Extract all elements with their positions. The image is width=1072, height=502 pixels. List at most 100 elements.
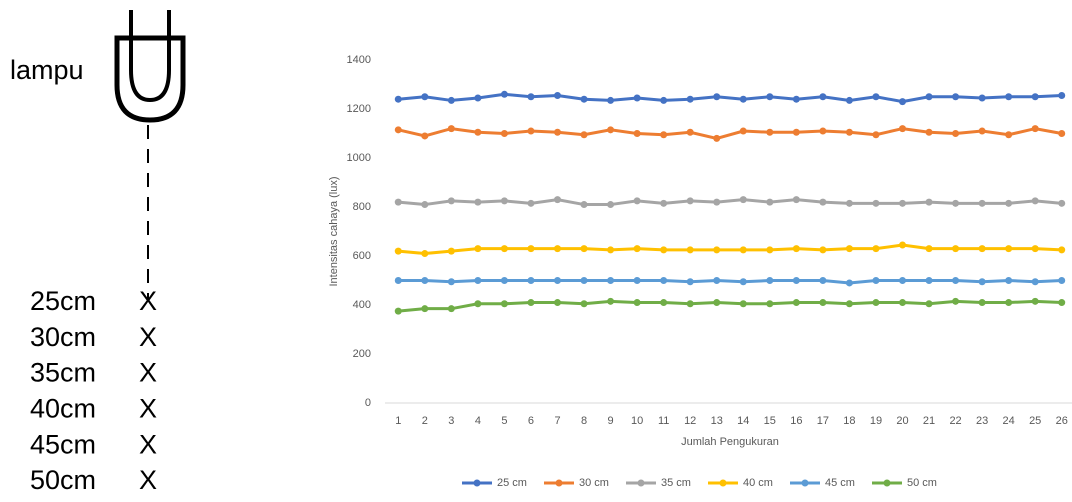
point <box>474 245 481 252</box>
point <box>395 96 402 103</box>
series-line <box>398 94 1061 101</box>
series-line <box>398 281 1061 283</box>
point <box>766 199 773 206</box>
point <box>846 245 853 252</box>
point <box>793 196 800 203</box>
point <box>501 130 508 137</box>
point <box>395 277 402 284</box>
distance-marker: X <box>139 358 157 388</box>
distance-marker: X <box>139 394 157 424</box>
point <box>1032 197 1039 204</box>
point <box>819 299 826 306</box>
x-tick-label: 22 <box>949 415 961 427</box>
point <box>501 300 508 307</box>
x-tick-label: 10 <box>631 415 643 427</box>
point <box>554 245 561 252</box>
point <box>899 299 906 306</box>
lamp-diagram: lampu <box>10 10 183 300</box>
point <box>819 199 826 206</box>
series-line <box>398 301 1061 311</box>
point <box>979 245 986 252</box>
point <box>793 96 800 103</box>
y-axis-title: Intensitas cahaya (lux) <box>328 176 340 286</box>
point <box>634 299 641 306</box>
point <box>527 200 534 207</box>
point <box>979 94 986 101</box>
x-tick-label: 8 <box>581 415 587 427</box>
point <box>395 199 402 206</box>
y-tick-label: 0 <box>365 397 371 409</box>
point <box>819 246 826 253</box>
point <box>899 125 906 132</box>
point <box>421 201 428 208</box>
point <box>1032 93 1039 100</box>
point <box>554 129 561 136</box>
point <box>660 277 667 284</box>
point <box>687 300 694 307</box>
point <box>527 93 534 100</box>
point <box>740 278 747 285</box>
point <box>740 128 747 135</box>
point <box>474 300 481 307</box>
point <box>713 199 720 206</box>
point <box>581 277 588 284</box>
point <box>846 300 853 307</box>
point <box>607 201 614 208</box>
point <box>474 94 481 101</box>
point <box>1058 277 1065 284</box>
page: lampu 25cmX30cmX35cmX40cmX45cmX50cmX0200… <box>0 0 1072 497</box>
x-tick-label: 18 <box>843 415 855 427</box>
point <box>979 128 986 135</box>
point <box>899 200 906 207</box>
series-line <box>398 245 1061 254</box>
point <box>952 277 959 284</box>
distance-label: 45cm <box>30 429 96 459</box>
point <box>713 93 720 100</box>
point <box>926 129 933 136</box>
point <box>1058 200 1065 207</box>
distance-marker: X <box>139 429 157 459</box>
x-tick-label: 20 <box>896 415 908 427</box>
point <box>421 305 428 312</box>
point <box>634 94 641 101</box>
point <box>899 241 906 248</box>
point <box>926 245 933 252</box>
point <box>766 129 773 136</box>
point <box>395 126 402 133</box>
point <box>687 129 694 136</box>
point <box>766 300 773 307</box>
point <box>846 129 853 136</box>
point <box>448 97 455 104</box>
point <box>740 196 747 203</box>
point <box>872 131 879 138</box>
x-tick-label: 13 <box>711 415 723 427</box>
x-tick-label: 19 <box>870 415 882 427</box>
point <box>766 277 773 284</box>
point <box>554 277 561 284</box>
legend-dot <box>720 480 727 487</box>
point <box>607 97 614 104</box>
point <box>872 93 879 100</box>
legend-dot <box>638 480 645 487</box>
x-axis-title: Jumlah Pengukuran <box>681 436 779 448</box>
point <box>660 200 667 207</box>
lamp-filament <box>131 10 169 100</box>
x-tick-label: 21 <box>923 415 935 427</box>
point <box>581 96 588 103</box>
point <box>660 246 667 253</box>
point <box>501 277 508 284</box>
point <box>687 278 694 285</box>
legend-label: 50 cm <box>907 477 937 489</box>
point <box>952 130 959 137</box>
point <box>448 125 455 132</box>
x-tick-label: 24 <box>1003 415 1015 427</box>
point <box>687 246 694 253</box>
x-tick-label: 1 <box>395 415 401 427</box>
y-tick-label: 600 <box>353 250 371 262</box>
point <box>979 299 986 306</box>
point <box>952 245 959 252</box>
y-tick-label: 400 <box>353 299 371 311</box>
point <box>581 245 588 252</box>
point <box>581 131 588 138</box>
series-line <box>398 129 1061 139</box>
